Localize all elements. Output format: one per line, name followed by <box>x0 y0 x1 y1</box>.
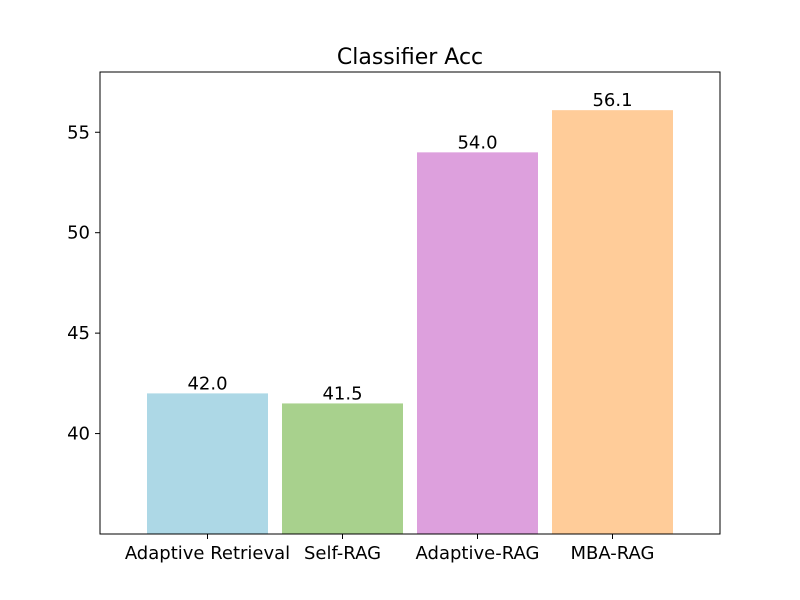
bar-value-label: 42.0 <box>187 373 227 394</box>
y-tick-label: 50 <box>67 223 90 244</box>
bar-1 <box>147 393 268 534</box>
y-tick-label: 40 <box>67 424 90 445</box>
x-axis-ticks: Adaptive Retrieval Self-RAG Adaptive-RAG MB… <box>125 534 655 564</box>
y-tick-label: 45 <box>67 323 90 344</box>
x-tick-label: Self-RAG <box>304 543 381 564</box>
y-axis-ticks: 40 45 50 55 <box>67 122 100 445</box>
x-tick-label: Adaptive Retrieval <box>125 543 290 564</box>
bar-value-label: 41.5 <box>322 383 362 404</box>
bar-4 <box>552 110 673 534</box>
plot-frame <box>99 71 721 535</box>
bars-group <box>147 110 673 534</box>
y-tick-label: 55 <box>67 122 90 143</box>
value-labels-group: 42.0 41.5 54.0 56.1 <box>187 90 632 404</box>
bar-3 <box>417 152 538 534</box>
bar-2 <box>282 403 403 534</box>
bar-value-label: 54.0 <box>457 132 497 153</box>
x-tick-label: Adaptive-RAG <box>416 543 540 564</box>
bar-value-label: 56.1 <box>592 90 632 111</box>
x-tick-label: MBA-RAG <box>570 543 654 564</box>
chart-title: Classifier Acc <box>337 45 483 70</box>
